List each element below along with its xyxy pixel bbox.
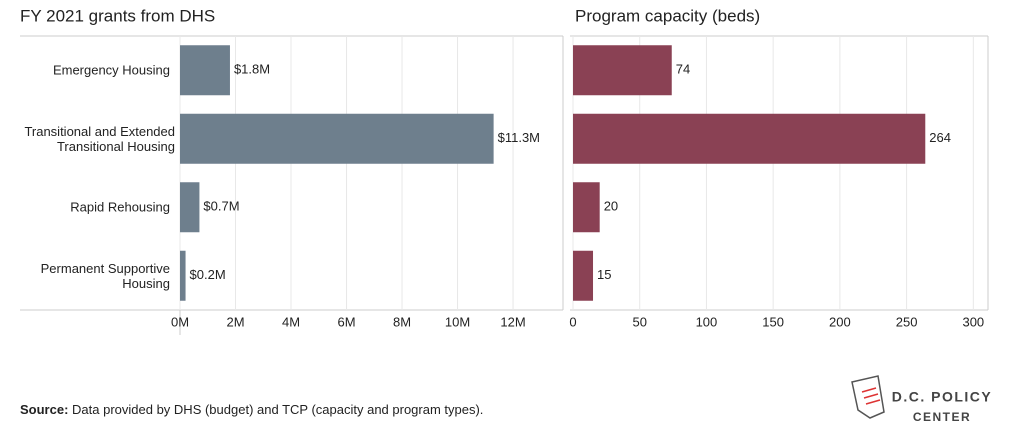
bar	[180, 113, 494, 164]
bar	[180, 182, 200, 233]
bar	[180, 45, 230, 96]
y-tick-label: Emergency Housing	[52, 62, 170, 78]
bar	[573, 250, 594, 301]
x-tick-label: 200	[829, 314, 851, 329]
x-tick-label: 50	[632, 314, 646, 329]
x-tick-label: 8M	[393, 314, 411, 329]
value-label: $1.8M	[234, 62, 270, 77]
value-label: $0.7M	[203, 199, 239, 214]
logo-line2: CENTER	[913, 410, 971, 424]
x-tick-label: 150	[762, 314, 784, 329]
bar	[573, 113, 926, 164]
x-tick-label: 12M	[500, 314, 525, 329]
x-tick-label: 6M	[337, 314, 355, 329]
value-label: $0.2M	[190, 267, 226, 282]
y-tick-label: Transitional and Extended Transitional H…	[24, 123, 175, 154]
value-label: $11.3M	[498, 130, 540, 145]
x-tick-label: 4M	[282, 314, 300, 329]
x-tick-label: 2M	[226, 314, 244, 329]
x-tick-label: 0M	[171, 314, 189, 329]
value-label: 74	[676, 62, 690, 77]
source: Source: Data provided by DHS (budget) an…	[20, 402, 483, 417]
logo-icon	[851, 375, 885, 419]
x-tick-label: 300	[962, 314, 984, 329]
bar	[573, 182, 600, 233]
x-tick-label: 250	[896, 314, 918, 329]
x-tick-label: 0	[569, 314, 576, 329]
bar	[180, 250, 186, 301]
chart-title: FY 2021 grants from DHS	[20, 6, 215, 25]
source-text: Data provided by DHS (budget) and TCP (c…	[72, 402, 484, 417]
x-tick-label: 100	[696, 314, 718, 329]
value-label: 20	[604, 199, 618, 214]
chart-title: Program capacity (beds)	[575, 6, 760, 25]
bar	[573, 45, 672, 96]
source-label: Source:	[20, 402, 69, 417]
y-tick-label: Permanent Supportive Housing	[40, 260, 170, 291]
logo-line1: D.C. POLICY	[892, 389, 993, 405]
y-tick-label: Rapid Rehousing	[70, 199, 170, 215]
value-label: 15	[597, 267, 611, 282]
x-tick-label: 10M	[445, 314, 470, 329]
value-label: 264	[929, 130, 951, 145]
